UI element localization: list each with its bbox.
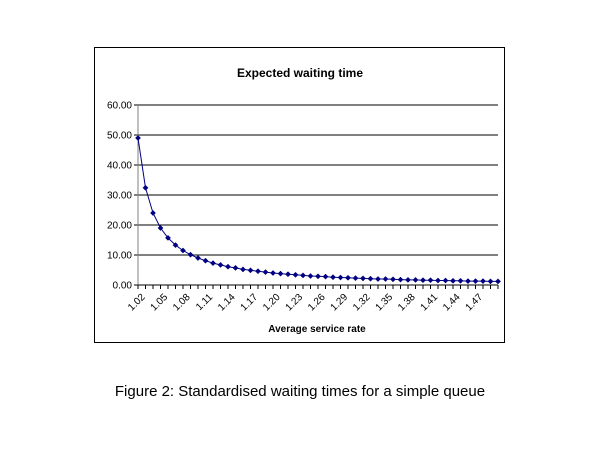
- axes: [137, 105, 498, 286]
- data-point: [450, 277, 456, 284]
- data-point: [285, 271, 291, 278]
- y-tick-label: 30.00: [107, 191, 132, 202]
- data-point: [322, 273, 329, 280]
- data-point: [210, 260, 216, 267]
- data-point: [300, 272, 306, 279]
- data-point: [307, 273, 314, 279]
- data-point: [135, 135, 141, 141]
- data-point: [487, 278, 494, 285]
- data-point: [165, 234, 171, 241]
- data-point: [292, 271, 299, 278]
- series-waiting-time: [135, 135, 501, 285]
- data-point: [315, 273, 321, 280]
- data-point: [360, 275, 366, 282]
- data-point: [397, 276, 404, 283]
- x-tick-label: 1.02: [126, 292, 148, 314]
- data-point: [337, 274, 344, 281]
- data-point: [495, 278, 501, 285]
- figure-caption: Figure 2: Standardised waiting times for…: [114, 383, 486, 400]
- data-point: [405, 276, 411, 283]
- data-point: [225, 263, 231, 270]
- chart-frame: Expected waiting time 0.00 10.00 20.00 30.0…: [94, 47, 505, 343]
- data-point: [472, 278, 479, 285]
- data-point: [240, 266, 246, 273]
- data-point: [255, 268, 261, 275]
- data-point: [217, 261, 224, 268]
- x-tick-label: 1.23: [284, 292, 306, 314]
- data-point: [157, 225, 164, 231]
- data-point: [435, 277, 441, 284]
- data-point: [142, 184, 149, 191]
- grid-lines: [138, 104, 498, 256]
- x-tick-label: 1.14: [216, 292, 238, 314]
- data-point: [330, 274, 336, 281]
- x-tick-label: 1.41: [419, 292, 441, 314]
- x-tick-label: 1.35: [374, 292, 396, 314]
- x-axis-title: Average service rate: [268, 324, 366, 335]
- y-tick-label: 10.00: [107, 251, 132, 262]
- data-point: [390, 276, 396, 283]
- chart-title: Expected waiting time: [237, 66, 363, 80]
- x-tick-label: 1.29: [329, 292, 351, 314]
- x-tick-label: 1.05: [149, 292, 171, 314]
- data-point: [270, 270, 276, 276]
- data-point: [420, 277, 426, 284]
- data-point: [367, 275, 374, 282]
- x-tick-label: 1.47: [464, 292, 486, 314]
- x-axis-ticks: 1.02 1.05 1.08 1.11 1.14 1.17 1.20 1.23 1.26 1.29…: [126, 285, 499, 314]
- data-point: [180, 247, 186, 254]
- y-axis-ticks: 0.00 10.00 20.00 30.00 40.00 50.00 60.00: [107, 101, 138, 292]
- data-point: [172, 242, 179, 249]
- y-tick-label: 50.00: [107, 131, 132, 142]
- data-point: [352, 275, 359, 282]
- x-tick-label: 1.17: [239, 292, 261, 314]
- series-line: [137, 137, 498, 282]
- data-point: [262, 269, 269, 276]
- y-tick-label: 0.00: [113, 281, 133, 292]
- y-tick-label: 20.00: [107, 221, 132, 232]
- data-point: [277, 270, 284, 277]
- data-point: [465, 278, 471, 285]
- y-tick-label: 40.00: [107, 161, 132, 172]
- x-tick-label: 1.26: [306, 292, 328, 314]
- data-point: [150, 210, 156, 216]
- x-tick-label: 1.32: [351, 292, 373, 314]
- data-point: [442, 277, 449, 284]
- x-tick-label: 1.38: [396, 292, 418, 314]
- data-point: [427, 277, 434, 284]
- data-point: [480, 278, 486, 285]
- data-point: [375, 276, 381, 282]
- data-point: [382, 276, 389, 282]
- x-tick-label: 1.11: [194, 292, 215, 313]
- data-point: [247, 267, 254, 274]
- x-tick-label: 1.44: [441, 292, 463, 314]
- data-point: [195, 255, 201, 261]
- data-point: [345, 274, 351, 281]
- data-point: [202, 257, 209, 264]
- data-point: [457, 277, 464, 284]
- data-point: [232, 264, 239, 271]
- data-point: [412, 276, 419, 283]
- x-tick-label: 1.20: [261, 292, 283, 314]
- x-tick-label: 1.08: [171, 292, 193, 314]
- waiting-time-chart: Expected waiting time 0.00 10.00 20.00 30.0…: [107, 66, 501, 335]
- y-tick-label: 60.00: [107, 101, 132, 112]
- data-point: [187, 251, 194, 258]
